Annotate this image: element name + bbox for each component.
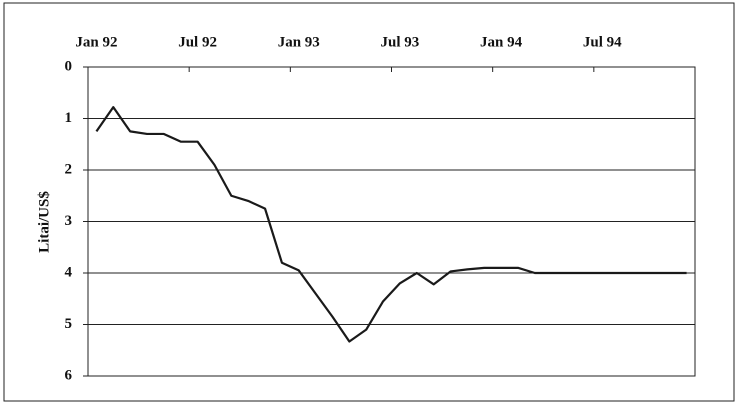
line: [95, 106, 687, 343]
x-tick-label: Jul 92: [178, 34, 217, 50]
y-tick-label: 4: [65, 264, 73, 280]
y-tick-label: 0: [65, 58, 73, 74]
x-tick-label: Jan 93: [278, 34, 320, 50]
y-axis-label: Litai/US$: [36, 191, 52, 253]
y-tick-label: 1: [65, 110, 73, 126]
x-tick-label: Jan 94: [480, 34, 523, 50]
y-tick-label: 2: [65, 161, 73, 177]
y-tick-label: 5: [65, 316, 73, 332]
y-tick-label: 3: [65, 213, 73, 229]
x-tick-label: Jan 92: [75, 34, 117, 50]
x-tick-label: Jul 94: [583, 34, 622, 50]
chart-frame: [3, 2, 735, 402]
x-tick-label: Jul 93: [381, 34, 420, 50]
y-tick-label: 6: [65, 367, 73, 383]
